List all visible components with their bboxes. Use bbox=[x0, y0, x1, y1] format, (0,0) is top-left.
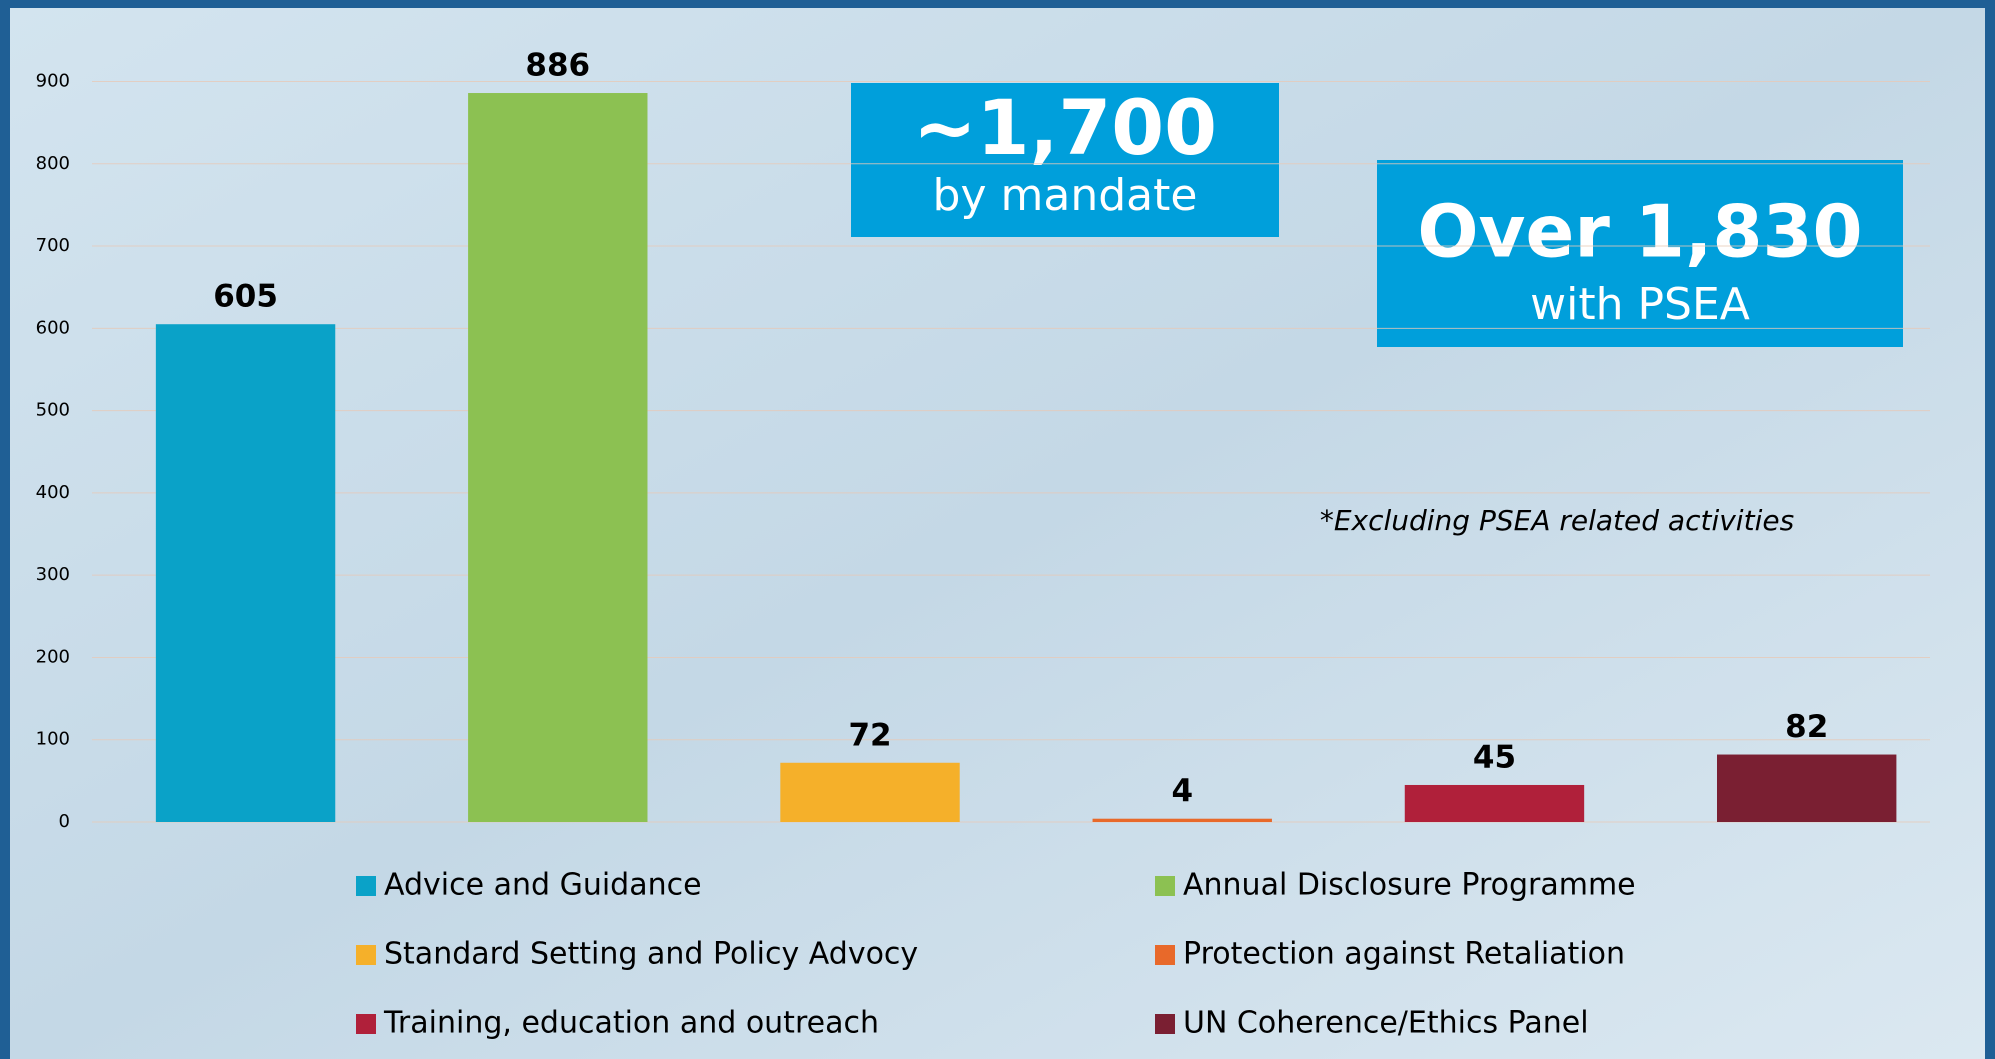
y-tick-label: 400 bbox=[36, 482, 70, 503]
annotation-headline: Over 1,830 bbox=[1417, 190, 1862, 274]
value-label: 45 bbox=[1473, 739, 1516, 775]
legend-swatch bbox=[1155, 876, 1175, 896]
y-tick-label: 600 bbox=[36, 317, 70, 338]
bar bbox=[1093, 819, 1272, 822]
y-tick-label: 0 bbox=[59, 811, 70, 832]
bar bbox=[780, 763, 959, 822]
legend-label: Annual Disclosure Programme bbox=[1183, 868, 1636, 903]
legend-swatch bbox=[1155, 945, 1175, 965]
y-tick-label: 700 bbox=[36, 235, 70, 256]
value-label: 886 bbox=[525, 48, 590, 84]
value-label: 82 bbox=[1785, 709, 1828, 745]
legend-label: Standard Setting and Policy Advocy bbox=[384, 937, 918, 972]
legend-label: Advice and Guidance bbox=[384, 868, 702, 903]
value-label: 72 bbox=[848, 717, 891, 753]
value-label: 4 bbox=[1171, 773, 1193, 809]
y-tick-label: 900 bbox=[36, 71, 70, 92]
bar bbox=[1717, 755, 1896, 822]
annotation-text: by mandate bbox=[933, 170, 1198, 221]
page: {"chart_data": {"type": "bar", "categori… bbox=[0, 0, 1995, 1059]
bar bbox=[468, 93, 647, 822]
y-tick-label: 300 bbox=[36, 564, 70, 585]
y-tick-label: 500 bbox=[36, 400, 70, 421]
annotation-headline: ~1,700 bbox=[913, 83, 1217, 172]
legend-label: UN Coherence/Ethics Panel bbox=[1183, 1006, 1589, 1041]
chart: ~1,700 by mandate Over 1,830 with PSEA *… bbox=[0, 0, 1995, 1059]
legend-swatch bbox=[1155, 1014, 1175, 1034]
legend-swatch bbox=[356, 945, 376, 965]
bar bbox=[1405, 785, 1584, 822]
bar bbox=[156, 324, 335, 822]
legend-label: Protection against Retaliation bbox=[1183, 937, 1625, 972]
y-tick-label: 800 bbox=[36, 153, 70, 174]
y-tick-label: 100 bbox=[36, 729, 70, 750]
legend-label: Training, education and outreach bbox=[383, 1006, 879, 1041]
annotation-note: *Excluding PSEA related activities bbox=[1320, 504, 1794, 537]
legend-swatch bbox=[356, 1014, 376, 1034]
y-tick-label: 200 bbox=[36, 646, 70, 667]
annotation-text: with PSEA bbox=[1530, 279, 1750, 330]
legend-swatch bbox=[356, 876, 376, 896]
value-label: 605 bbox=[213, 279, 278, 315]
